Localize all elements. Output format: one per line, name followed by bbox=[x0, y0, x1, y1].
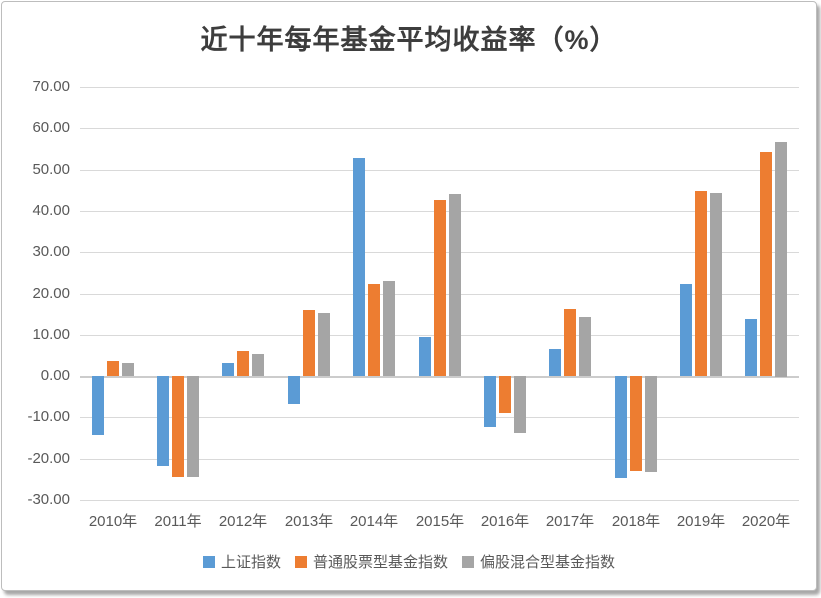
bar bbox=[630, 376, 642, 471]
legend: 上证指数 普通股票型基金指数 偏股混合型基金指数 bbox=[2, 551, 816, 572]
bar bbox=[579, 317, 591, 376]
x-tick-label: 2019年 bbox=[676, 513, 726, 530]
bar bbox=[419, 337, 431, 376]
bar bbox=[710, 193, 722, 376]
legend-item: 上证指数 bbox=[202, 551, 281, 572]
plot-area: 70.00 60.00 50.00 40.00 30.00 20.00 10.00 0.00 -… bbox=[2, 2, 816, 590]
x-tick-label: 2012年 bbox=[218, 513, 268, 530]
legend-item: 偏股混合型基金指数 bbox=[462, 551, 615, 572]
bar bbox=[564, 309, 576, 376]
legend-swatch bbox=[294, 555, 307, 568]
bar bbox=[449, 194, 461, 376]
bar bbox=[615, 376, 627, 478]
gridline bbox=[80, 500, 799, 501]
x-tick-label: 2020年 bbox=[741, 513, 791, 530]
y-tick-label: 20.00 bbox=[32, 285, 70, 302]
bar bbox=[745, 319, 757, 376]
x-axis-line bbox=[80, 376, 799, 378]
y-tick-label: 70.00 bbox=[32, 78, 70, 95]
bar bbox=[252, 354, 264, 376]
bar bbox=[318, 313, 330, 376]
x-tick-label: 2011年 bbox=[154, 513, 202, 530]
bar bbox=[760, 152, 772, 376]
y-tick-label: 0.00 bbox=[40, 367, 70, 384]
x-tick-label: 2016年 bbox=[480, 513, 530, 530]
bar bbox=[484, 376, 496, 427]
y-tick-label: -30.00 bbox=[27, 491, 70, 508]
bar bbox=[514, 376, 526, 433]
legend-swatch bbox=[202, 555, 215, 568]
bar bbox=[92, 376, 104, 435]
legend-label: 上证指数 bbox=[220, 554, 281, 571]
legend-swatch bbox=[462, 555, 474, 568]
bar bbox=[107, 361, 119, 376]
y-tick-label: -10.00 bbox=[27, 408, 70, 425]
bar bbox=[222, 363, 234, 376]
x-tick-label: 2013年 bbox=[284, 513, 334, 530]
bar bbox=[383, 281, 395, 376]
x-tick-label: 2017年 bbox=[545, 513, 595, 530]
bar bbox=[775, 142, 787, 377]
bar bbox=[368, 284, 380, 376]
x-tick-label: 2014年 bbox=[349, 513, 399, 530]
chart-title: 近十年每年基金平均收益率（%） bbox=[200, 25, 618, 55]
bar bbox=[353, 158, 365, 376]
bar bbox=[157, 376, 169, 466]
bar bbox=[645, 376, 657, 472]
bar bbox=[680, 284, 692, 376]
x-tick-label: 2018年 bbox=[611, 513, 661, 530]
bar bbox=[172, 376, 184, 477]
bar bbox=[237, 351, 249, 376]
bar bbox=[303, 310, 315, 376]
y-tick-label: 40.00 bbox=[32, 202, 70, 219]
legend-label: 偏股混合型基金指数 bbox=[480, 554, 616, 571]
y-tick-label: 50.00 bbox=[32, 161, 70, 178]
legend-item: 普通股票型基金指数 bbox=[294, 551, 448, 572]
bar bbox=[122, 363, 134, 376]
gridline bbox=[80, 128, 799, 129]
legend-label: 普通股票型基金指数 bbox=[312, 554, 448, 571]
x-tick-label: 2010年 bbox=[88, 513, 138, 530]
bar bbox=[434, 200, 446, 376]
bar bbox=[187, 376, 199, 477]
bar bbox=[695, 191, 707, 376]
y-tick-label: 60.00 bbox=[32, 119, 70, 136]
y-tick-label: 30.00 bbox=[32, 243, 70, 260]
bar bbox=[549, 349, 561, 376]
gridline bbox=[80, 459, 799, 460]
x-tick-label: 2015年 bbox=[415, 513, 465, 530]
gridline bbox=[80, 87, 799, 88]
gridline bbox=[80, 170, 799, 171]
bar bbox=[499, 376, 511, 413]
y-tick-label: 10.00 bbox=[32, 326, 70, 343]
gridline bbox=[80, 417, 799, 418]
bar bbox=[288, 376, 300, 404]
y-tick-label: -20.00 bbox=[27, 450, 70, 467]
